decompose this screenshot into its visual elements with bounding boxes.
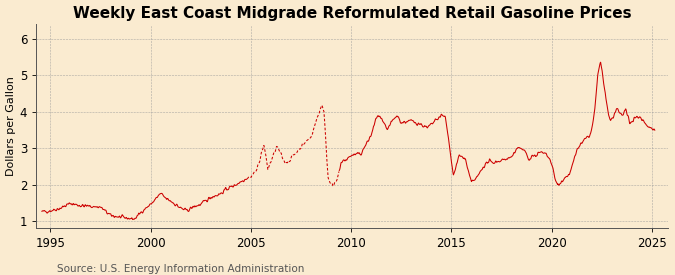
Text: Source: U.S. Energy Information Administration: Source: U.S. Energy Information Administ… (57, 264, 304, 274)
Title: Weekly East Coast Midgrade Reformulated Retail Gasoline Prices: Weekly East Coast Midgrade Reformulated … (73, 6, 631, 21)
Y-axis label: Dollars per Gallon: Dollars per Gallon (5, 76, 16, 176)
